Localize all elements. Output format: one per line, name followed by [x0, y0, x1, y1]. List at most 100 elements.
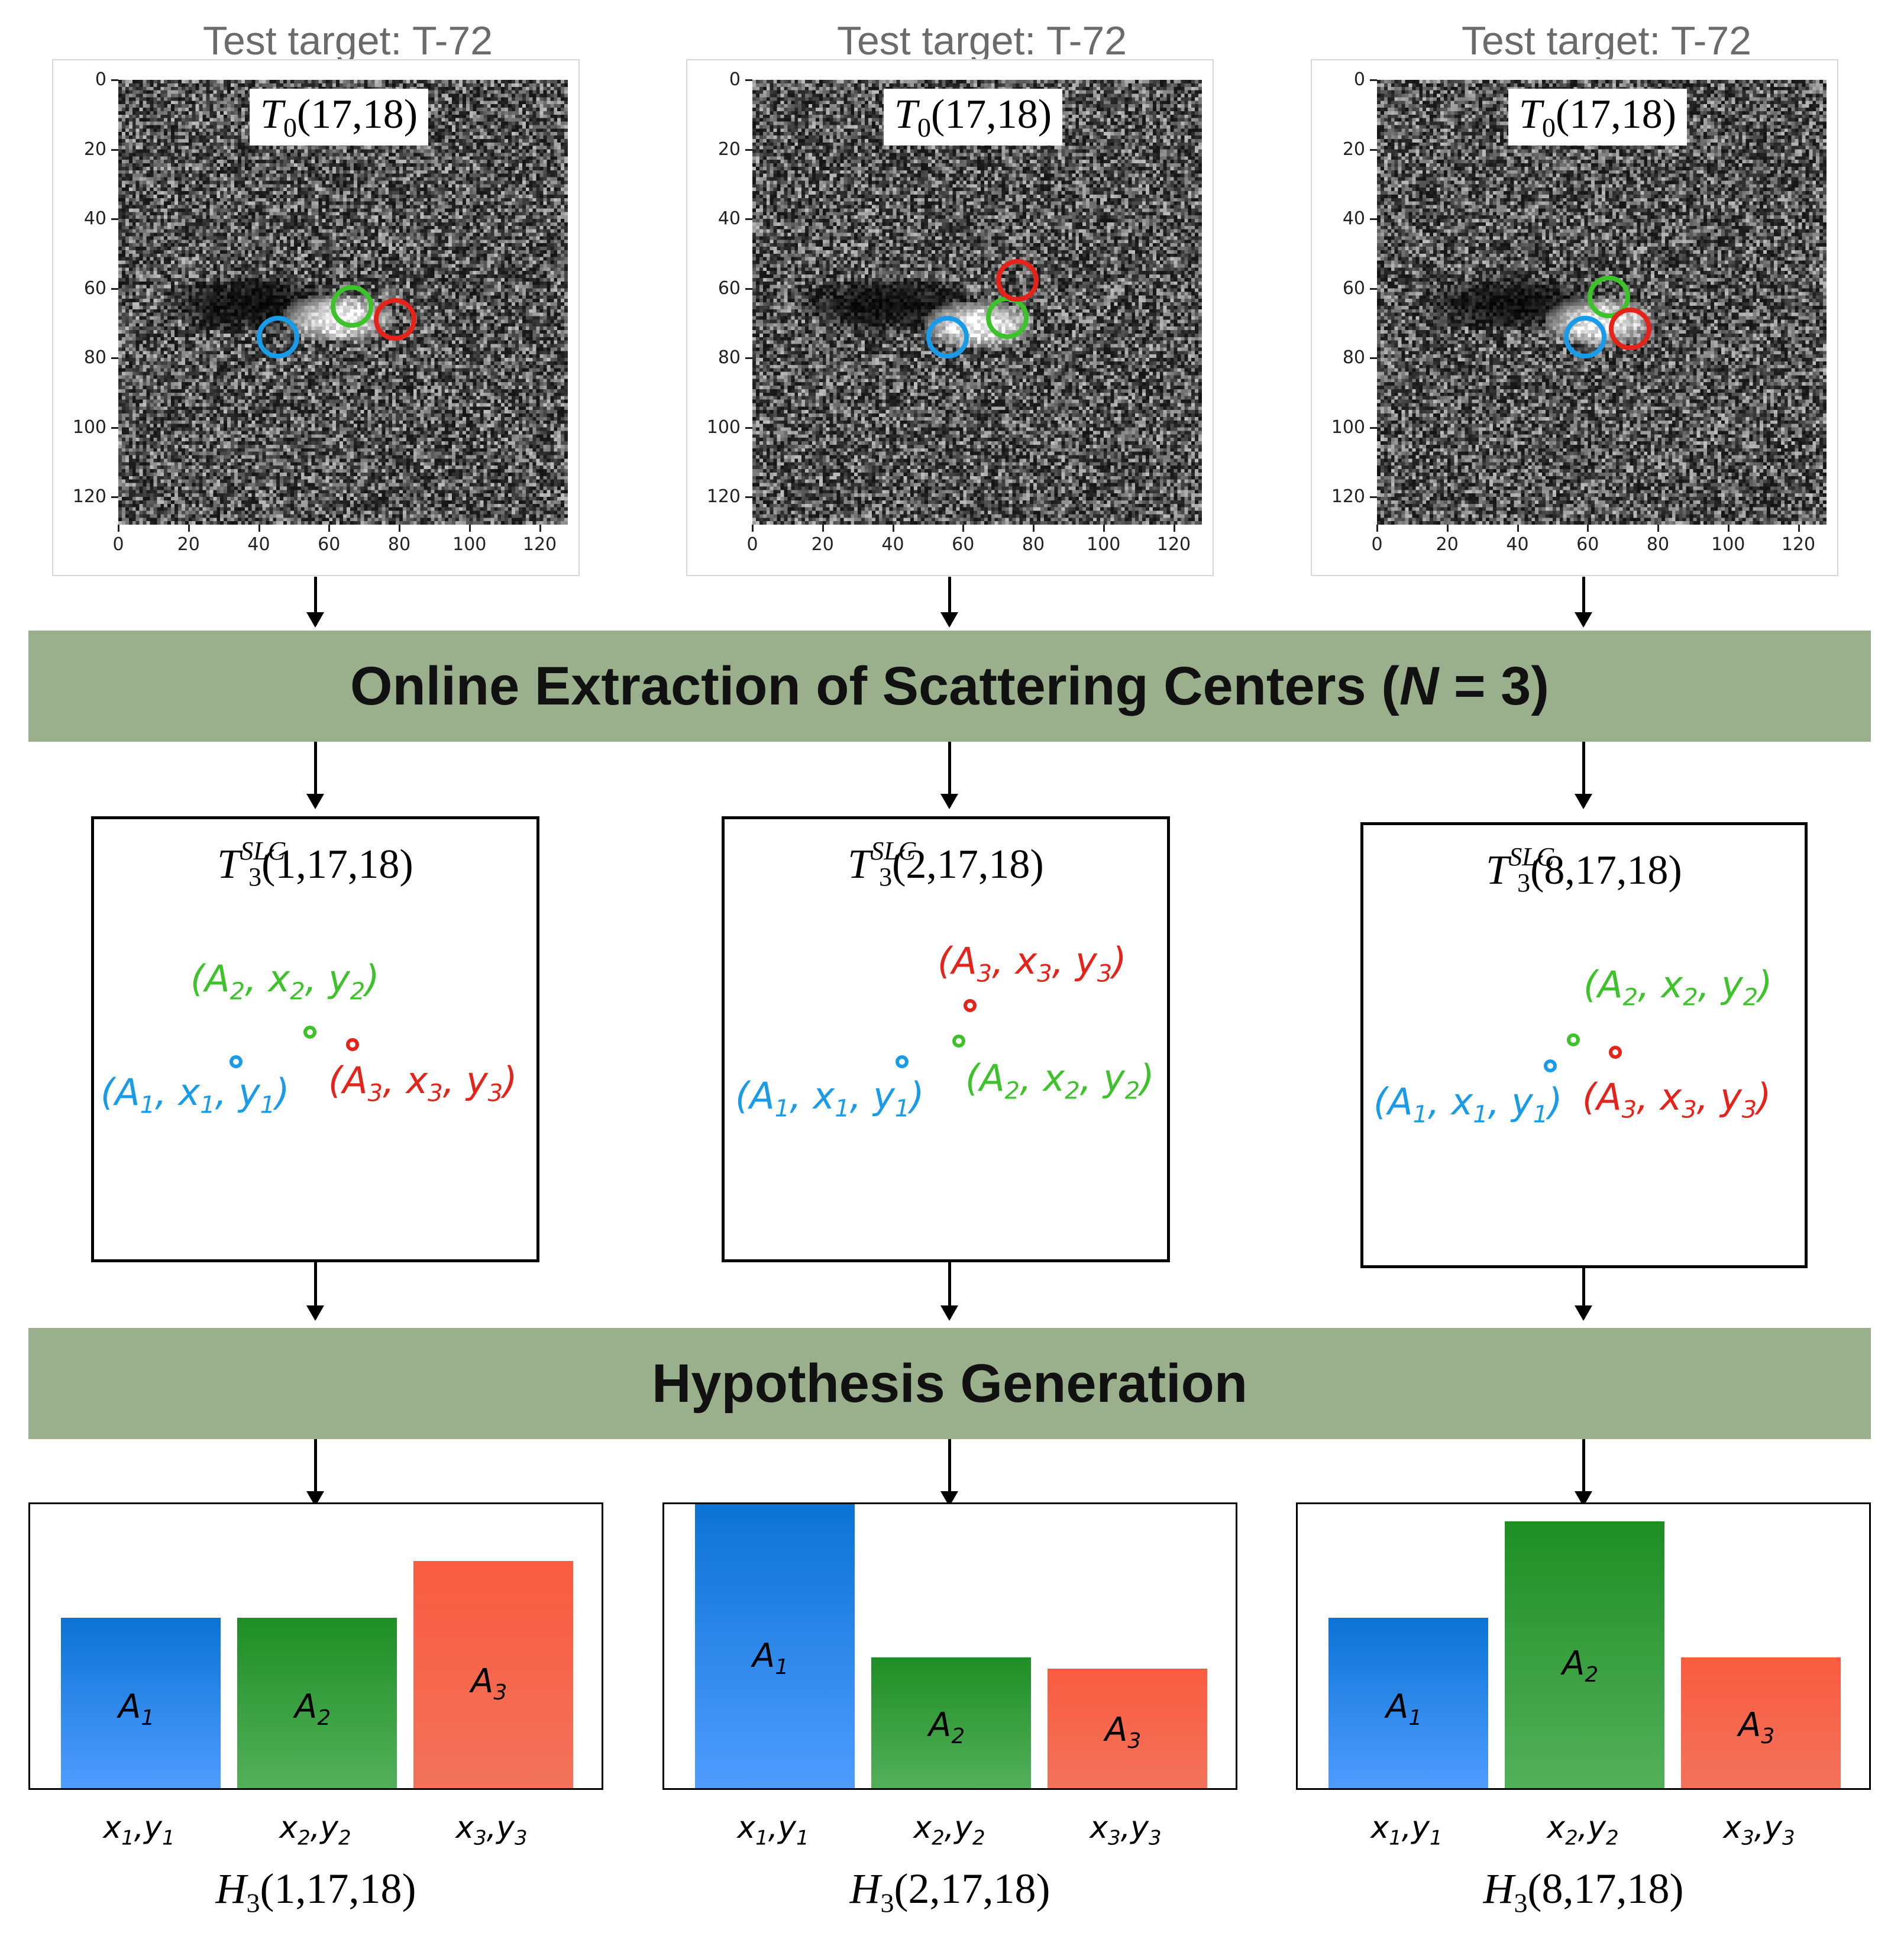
category-label: x2,y2	[1547, 1810, 1619, 1850]
y-tick	[111, 357, 118, 359]
hypothesis-title-sub: 3	[880, 1887, 894, 1918]
category-label: x3,y3	[455, 1810, 528, 1850]
x-index: 3	[1037, 960, 1052, 988]
amp-index: 3	[367, 1079, 383, 1107]
x-tick-label: 100	[1711, 534, 1745, 555]
y-tick	[111, 287, 118, 290]
y-index: 3	[1097, 960, 1113, 988]
cat-y: y	[320, 1810, 339, 1845]
bar-label-index: 1	[1408, 1706, 1423, 1731]
y-tick	[745, 148, 752, 151]
cat-x-index: 3	[1741, 1826, 1754, 1850]
bar-label-symbol: A	[752, 1637, 775, 1675]
red-scattering-circle	[1609, 308, 1651, 350]
slc-title-sub: 3	[1517, 868, 1531, 897]
scattering-extraction-stage: Online Extraction of Scattering Centers …	[28, 631, 1871, 742]
red-bar	[1681, 1657, 1841, 1788]
cat-y-index: 3	[1782, 1826, 1795, 1850]
y-tick-label: 80	[717, 347, 741, 368]
hypothesis-title-base: H	[849, 1865, 881, 1912]
x-tick	[328, 525, 331, 532]
image-label-base: T	[1519, 92, 1542, 137]
amp-symbol: A	[342, 1059, 368, 1102]
y-tick	[111, 79, 118, 81]
y-tick	[111, 496, 118, 498]
hypothesis-generation-stage: Hypothesis Generation	[28, 1328, 1871, 1439]
bar-label-index: 2	[1585, 1663, 1599, 1688]
y-tick-label: 100	[706, 416, 741, 438]
cat-y: y	[144, 1810, 163, 1845]
amp-index: 1	[774, 1095, 790, 1123]
cat-y-index: 3	[515, 1826, 528, 1850]
amp-symbol: A	[1596, 1075, 1622, 1119]
image-label-sub: 0	[1541, 112, 1556, 143]
bar-label-symbol: A	[1738, 1705, 1761, 1744]
green-bar	[1505, 1521, 1664, 1788]
slc-title-sup: SLC	[871, 836, 916, 865]
bar-label-symbol: A	[295, 1688, 318, 1727]
x-tick-label: 0	[112, 534, 124, 555]
scattering-point-dot	[229, 1055, 243, 1068]
cat-x: x	[1090, 1810, 1108, 1845]
amp-symbol: A	[1598, 963, 1623, 1006]
x-tick-label: 60	[952, 534, 975, 555]
y-tick-label: 20	[717, 138, 741, 160]
bar-label-index: 2	[317, 1706, 331, 1731]
blue-bar	[61, 1618, 221, 1788]
hypothesis-bar-chart: A1 A2 A3	[662, 1502, 1237, 1790]
x-symbol: x	[1043, 1056, 1065, 1100]
cat-y-index: 2	[1606, 1826, 1619, 1850]
y-tick-label: 100	[1331, 416, 1365, 438]
cat-x-index: 1	[755, 1826, 768, 1850]
y-tick-label: 40	[83, 208, 106, 229]
hypothesis-title-sub: 3	[246, 1887, 260, 1918]
hypothesis-title-base: H	[1483, 1865, 1514, 1912]
scattering-point-label: (A3, x3, y3)	[938, 939, 1127, 988]
cat-x: x	[103, 1810, 122, 1845]
y-symbol: y	[466, 1059, 488, 1102]
y-tick	[1370, 79, 1377, 81]
y-symbol: y	[328, 957, 350, 1000]
x-tick-label: 100	[452, 534, 487, 555]
green-scattering-circle	[331, 285, 373, 328]
x-symbol: x	[406, 1059, 428, 1102]
x-index: 2	[1683, 984, 1698, 1011]
x-symbol: x	[1661, 963, 1683, 1006]
amp-index: 3	[977, 960, 993, 988]
category-label: x2,y2	[279, 1810, 351, 1850]
x-tick	[258, 525, 260, 532]
x-tick	[752, 525, 754, 532]
x-tick-label: 40	[881, 534, 904, 555]
y-tick-label: 40	[717, 208, 741, 229]
x-tick	[822, 525, 824, 532]
x-tick-label: 40	[247, 534, 270, 555]
green-bar	[871, 1657, 1031, 1788]
x-index: 1	[835, 1095, 850, 1123]
scattering-point-label: (A1, x1, y1)	[1373, 1080, 1563, 1129]
y-tick	[1370, 148, 1377, 151]
image-label-base: T	[260, 92, 283, 137]
cat-x-index: 3	[1108, 1826, 1121, 1850]
scattering-center-box: TSLC3(1,17,18)	[91, 816, 539, 1262]
y-tick-label: 120	[706, 486, 741, 507]
hypothesis-title-sub: 3	[1514, 1887, 1528, 1918]
arrow-down	[306, 1262, 324, 1321]
cat-x: x	[1723, 1810, 1742, 1845]
bar-amplitude-label: A1	[118, 1688, 154, 1730]
bar-label-index: 3	[1127, 1729, 1142, 1754]
y-tick-label: 100	[72, 416, 106, 438]
cat-x: x	[279, 1810, 298, 1845]
x-symbol: x	[1660, 1075, 1682, 1119]
x-index: 3	[1682, 1096, 1697, 1124]
y-tick-label: 0	[1353, 69, 1365, 90]
category-label: x3,y3	[1723, 1810, 1795, 1850]
y-tick-label: 60	[1342, 277, 1365, 299]
green-scattering-circle	[986, 296, 1029, 339]
y-tick	[1370, 496, 1377, 498]
x-tick	[118, 525, 119, 532]
arrow-down	[1575, 1439, 1592, 1507]
cat-x: x	[1370, 1810, 1389, 1845]
hypothesis-bar-chart: A1 A2 A3	[1296, 1502, 1871, 1790]
cat-x: x	[455, 1810, 474, 1845]
x-tick-label: 20	[1436, 534, 1459, 555]
